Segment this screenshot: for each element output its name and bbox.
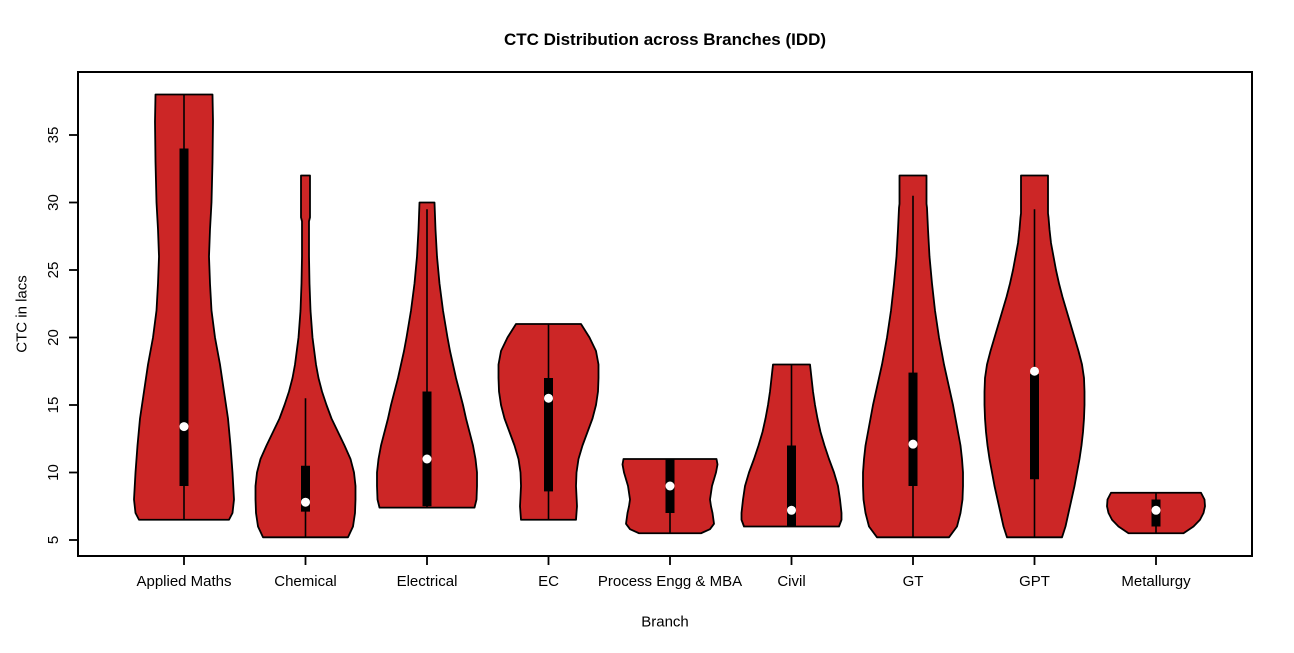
x-tick-label: Civil bbox=[777, 573, 805, 590]
iqr-box bbox=[422, 391, 432, 507]
violin-chemical bbox=[254, 174, 357, 539]
y-tick-label: 20 bbox=[45, 329, 62, 346]
y-tick-label: 10 bbox=[45, 464, 62, 481]
x-tick-label: GT bbox=[903, 573, 924, 590]
x-tick-label: GPT bbox=[1019, 573, 1050, 590]
median-dot bbox=[422, 454, 432, 464]
iqr-box bbox=[179, 148, 189, 486]
median-dot bbox=[301, 497, 310, 507]
iqr-box bbox=[787, 445, 796, 527]
median-dot bbox=[179, 422, 189, 432]
x-axis-title: Branch bbox=[641, 613, 689, 631]
x-tick-label: Chemical bbox=[274, 573, 337, 590]
chart-title: CTC Distribution across Branches (IDD) bbox=[503, 30, 827, 49]
iqr-box bbox=[1030, 373, 1039, 480]
median-dot bbox=[665, 481, 675, 491]
y-tick-label: 25 bbox=[45, 262, 62, 279]
median-dot bbox=[544, 393, 553, 403]
y-tick-label: 35 bbox=[45, 127, 62, 144]
y-tick-label: 30 bbox=[45, 194, 62, 211]
median-dot bbox=[908, 439, 918, 449]
x-tick-label: Process Engg & MBA bbox=[598, 573, 742, 590]
median-dot bbox=[787, 505, 796, 515]
x-tick-label: Electrical bbox=[397, 573, 458, 590]
median-dot bbox=[1151, 505, 1161, 515]
x-tick-label: Applied Maths bbox=[136, 573, 231, 590]
median-dot bbox=[1030, 366, 1039, 376]
iqr-box bbox=[544, 378, 553, 492]
iqr-box bbox=[908, 372, 918, 486]
iqr-box bbox=[301, 465, 310, 512]
y-tick-label: 15 bbox=[45, 397, 62, 414]
y-tick-label: 5 bbox=[45, 536, 62, 544]
plot-border bbox=[77, 71, 1253, 557]
x-tick-label: EC bbox=[538, 573, 559, 590]
x-tick-label: Metallurgy bbox=[1121, 573, 1191, 590]
